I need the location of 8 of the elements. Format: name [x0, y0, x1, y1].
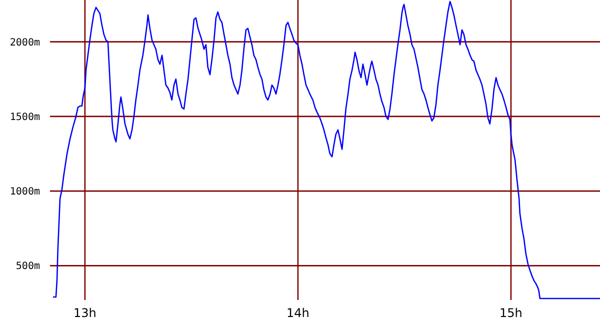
x-tick-label: 15h [500, 306, 522, 320]
y-tick-label: 1000m [10, 186, 40, 198]
x-tick-label: 14h [286, 306, 310, 320]
line-series [52, 0, 600, 300]
y-tick-label: 2000m [10, 37, 40, 48]
x-tick-label: 13h [73, 306, 96, 320]
y-tick-label: 500m [16, 261, 40, 272]
y-tick-label: 1500m [10, 112, 40, 123]
